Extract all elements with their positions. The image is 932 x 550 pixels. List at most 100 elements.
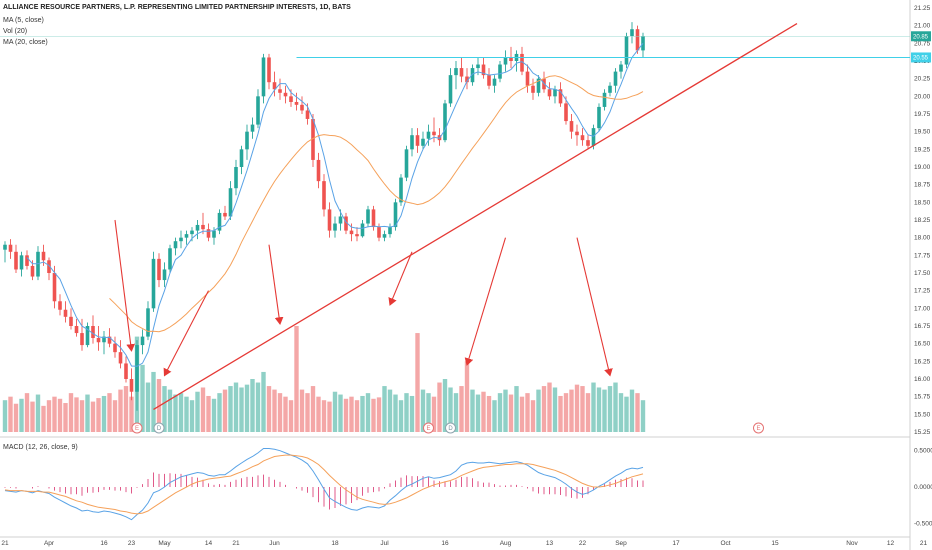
candle-body <box>404 149 409 178</box>
time-tick-label: Jul <box>380 540 389 547</box>
volume-bar <box>530 400 536 432</box>
volume-bar <box>426 393 431 432</box>
volume-bar <box>316 396 321 432</box>
chart-title: ALLIANCE RESOURCE PARTNERS, L.P. REPRESE… <box>3 4 351 11</box>
macd-line <box>4 448 644 521</box>
volume-bar <box>85 394 90 432</box>
legend-ma20[interactable]: MA (20, close) <box>3 39 48 46</box>
candle-body <box>124 363 128 379</box>
volume-bar <box>365 393 371 432</box>
time-tick-label: 22 <box>579 540 587 547</box>
candle-body <box>481 64 486 76</box>
candle-body <box>278 89 282 93</box>
volume-bar <box>250 379 255 432</box>
macd-axis[interactable]: 0.5000 0.0000 -0.5000 <box>914 448 932 528</box>
candle-body <box>228 188 233 217</box>
candle-body <box>360 223 365 237</box>
volume-bar <box>310 386 316 432</box>
candle-body <box>448 75 453 104</box>
volume-bar <box>398 400 404 432</box>
candle-body <box>173 241 178 249</box>
candle-body <box>569 121 574 132</box>
volume-bar <box>503 389 508 432</box>
volume-bar <box>35 394 41 432</box>
volume-bar <box>448 387 453 432</box>
volume-bar <box>635 393 640 432</box>
annotation-arrow <box>268 244 284 325</box>
volume-bar <box>629 389 635 432</box>
candle-body <box>487 75 491 86</box>
volume-bar <box>222 389 228 432</box>
legend-ma5[interactable]: MA (5, close) <box>3 17 44 24</box>
volume-bar <box>96 398 101 432</box>
candle-body <box>223 212 227 217</box>
macd-tick-label: 0.5000 <box>914 448 932 455</box>
candle-body <box>443 103 447 141</box>
annotation-arrows[interactable] <box>114 219 613 377</box>
volume-bar <box>585 393 591 432</box>
volume-bar <box>574 384 580 432</box>
candle-body <box>212 230 216 238</box>
volume-bar <box>167 389 173 432</box>
candle-body <box>19 255 24 270</box>
ma5-line <box>26 42 644 367</box>
volume-bar <box>321 400 327 432</box>
volume-bar <box>255 382 261 432</box>
annotation-arrow <box>576 237 613 377</box>
legend-volume[interactable]: Vol (20) <box>3 28 28 35</box>
legend-macd[interactable]: MACD (12, 26, close, 9) <box>3 444 78 451</box>
volume-bar <box>343 398 349 432</box>
candle-body <box>300 104 304 111</box>
price-axis[interactable]: 21.2521.0020.7520.5020.2520.0019.7519.50… <box>911 5 931 436</box>
candle-body <box>69 316 73 326</box>
candle-body <box>415 135 420 146</box>
volume-bar <box>112 400 118 432</box>
candle-body <box>338 216 343 224</box>
candle-body <box>294 101 299 105</box>
candle-body <box>184 234 189 238</box>
volume-bar <box>514 386 519 432</box>
volume-bar <box>387 389 393 432</box>
volume-bar <box>404 393 409 432</box>
price-label-box <box>911 52 931 63</box>
candle-body <box>553 89 557 97</box>
candle-body <box>465 76 469 83</box>
candle-body <box>580 135 585 141</box>
volume-bar <box>453 393 459 432</box>
volume-bar <box>640 400 646 432</box>
candle-body <box>25 255 29 266</box>
volume-bar <box>602 389 607 432</box>
time-tick-label: Nov <box>846 540 858 547</box>
candle-body <box>333 223 337 231</box>
candle-body <box>129 379 134 392</box>
candle-body <box>151 258 156 309</box>
candle-body <box>146 308 150 337</box>
price-tick-label: 18.75 <box>914 182 931 189</box>
signal-line <box>4 454 644 515</box>
volume-bar <box>52 396 57 432</box>
horizontal-level-line[interactable] <box>0 36 910 58</box>
candle-body <box>597 106 601 129</box>
macd-pane <box>4 448 644 521</box>
volume-bar <box>200 387 206 432</box>
volume-bar <box>327 401 332 432</box>
candlestick-series <box>3 22 645 411</box>
candle-body <box>602 92 607 107</box>
volume-bar <box>211 398 217 432</box>
candle-body <box>195 224 200 231</box>
volume-bar <box>393 394 398 432</box>
candle-body <box>201 224 205 230</box>
annotation-arrow <box>464 237 507 366</box>
candle-body <box>47 260 51 273</box>
candle-body <box>377 227 381 238</box>
candle-body <box>630 29 634 37</box>
time-axis[interactable]: 21 Apr 16 23 May 14 21 Jun 18 Jul 16 Aug 13 22 Sep 17 Oc… <box>1 540 932 547</box>
candle-body <box>206 229 211 238</box>
price-tick-label: 16.00 <box>914 376 931 383</box>
price-tick-label: 18.25 <box>914 217 931 224</box>
candle-body <box>96 338 101 343</box>
candle-body <box>135 345 139 392</box>
trendline[interactable] <box>153 22 798 410</box>
